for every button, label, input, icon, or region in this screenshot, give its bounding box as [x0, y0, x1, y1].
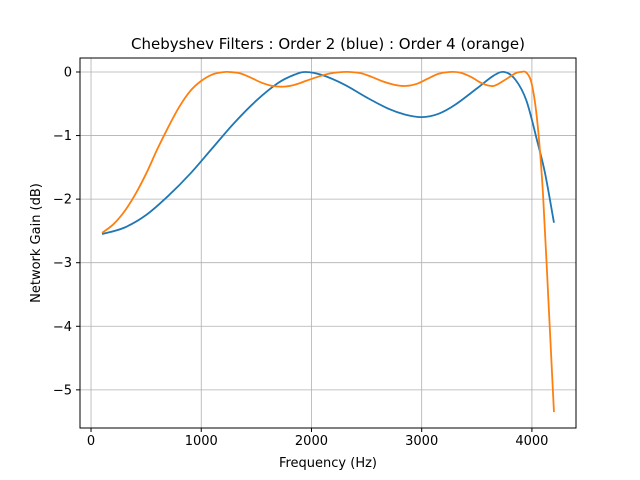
- chart-title: Chebyshev Filters : Order 2 (blue) : Ord…: [131, 35, 525, 53]
- y-tick-label: −5: [53, 383, 72, 398]
- y-tick-label: −3: [53, 256, 72, 271]
- y-tick-label: −4: [53, 320, 72, 335]
- plot-frame: [79, 57, 577, 429]
- y-tick-label: −2: [53, 193, 72, 208]
- x-tick-label: 3000: [405, 434, 438, 449]
- order-4-line: [101, 70, 555, 413]
- y-axis-ticks: 0 −1 −2 −3 −4 −5: [53, 65, 80, 398]
- y-tick-label: 0: [64, 65, 72, 80]
- grid-lines: [80, 58, 576, 428]
- y-axis-label: Network Gain (dB): [29, 183, 44, 303]
- x-axis-ticks: 0 1000 2000 3000 4000: [87, 428, 548, 449]
- x-tick-label: 0: [87, 434, 95, 449]
- x-tick-label: 4000: [515, 434, 548, 449]
- y-tick-label: −1: [53, 129, 72, 144]
- plot-lines: [101, 70, 555, 413]
- x-tick-label: 1000: [185, 434, 218, 449]
- x-tick-label: 2000: [295, 434, 328, 449]
- x-axis-label: Frequency (Hz): [279, 456, 377, 471]
